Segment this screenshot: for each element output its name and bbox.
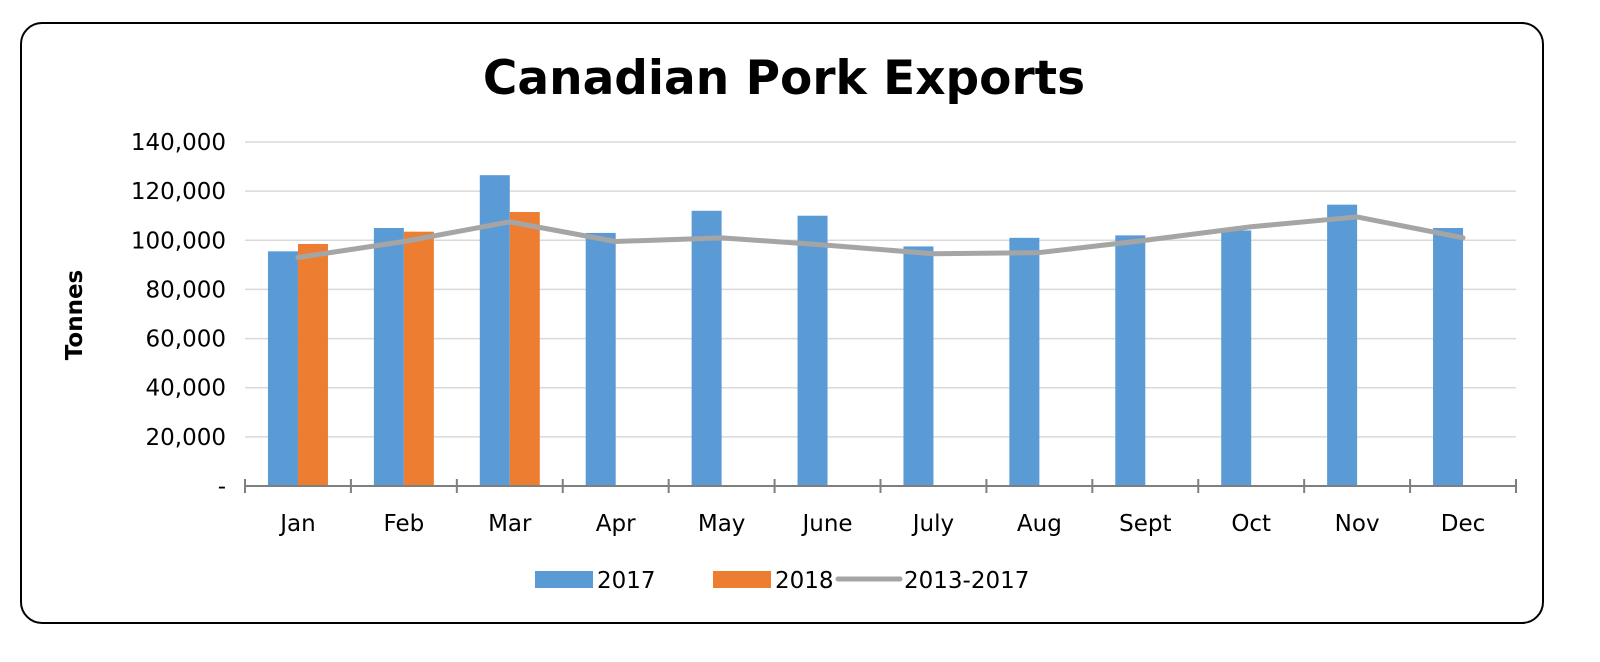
bar-2017-May (691, 210, 722, 487)
legend-swatch-2018 (713, 571, 771, 588)
bar-2017-Jan (267, 251, 298, 486)
legend-swatch-2017 (535, 571, 593, 588)
legend-label-2017: 2017 (597, 568, 656, 594)
y-tick-label-7: 140,000 (131, 130, 226, 156)
gridlines (245, 141, 1516, 438)
x-tick-label-June: June (800, 511, 852, 537)
series-lines (295, 214, 1466, 260)
bar-2017-Sept (1115, 235, 1146, 486)
bar-2017-Dec (1433, 228, 1464, 486)
legend-label-2018: 2018 (775, 568, 834, 594)
x-tick-label-Oct: Oct (1231, 511, 1271, 537)
bar-2018-Jan (297, 243, 328, 486)
bar-2017-Apr (585, 232, 616, 486)
tick-labels: - 20,000 40,000 60,000 80,000 100,000 120,000 1… (131, 130, 1485, 537)
x-tick-label-Sept: Sept (1119, 511, 1171, 537)
x-tick-label-July: July (911, 511, 954, 537)
y-tick-label-1: 20,000 (146, 425, 226, 451)
x-tick-label-Dec: Dec (1441, 511, 1486, 537)
bar-2017-July (903, 246, 934, 486)
legend-label-2013-2017: 2013-2017 (904, 568, 1029, 594)
bar-2017-Oct (1221, 230, 1252, 486)
bar-2017-June (797, 215, 828, 486)
y-tick-label-0: - (218, 474, 226, 500)
x-tick-label-Jan: Jan (278, 511, 315, 537)
x-tick-label-Aug: Aug (1017, 511, 1062, 537)
x-tick-label-May: May (698, 511, 746, 537)
bar-2017-Aug (1009, 237, 1040, 486)
x-tick-label-Feb: Feb (384, 511, 425, 537)
x-tick-label-Apr: Apr (596, 511, 636, 537)
legend: 2017 2018 2013-2017 (535, 568, 1029, 594)
bar-2018-Feb (403, 231, 434, 486)
y-tick-label-6: 120,000 (131, 179, 226, 205)
y-tick-label-4: 80,000 (146, 277, 226, 303)
x-tick-label-Nov: Nov (1335, 511, 1380, 537)
y-tick-label-5: 100,000 (131, 228, 226, 254)
y-tick-label-2: 40,000 (146, 376, 226, 402)
bar-2017-Nov (1327, 204, 1358, 486)
bar-2018-Mar (509, 212, 540, 486)
axes (244, 479, 1517, 493)
bar-2017-Feb (373, 228, 404, 486)
chart-title: Canadian Pork Exports (483, 51, 1085, 106)
line-2013-2017 (295, 214, 1466, 260)
x-tick-label-Mar: Mar (488, 511, 532, 537)
y-tick-label-3: 60,000 (146, 327, 226, 353)
y-axis-label: Tonnes (62, 270, 88, 360)
